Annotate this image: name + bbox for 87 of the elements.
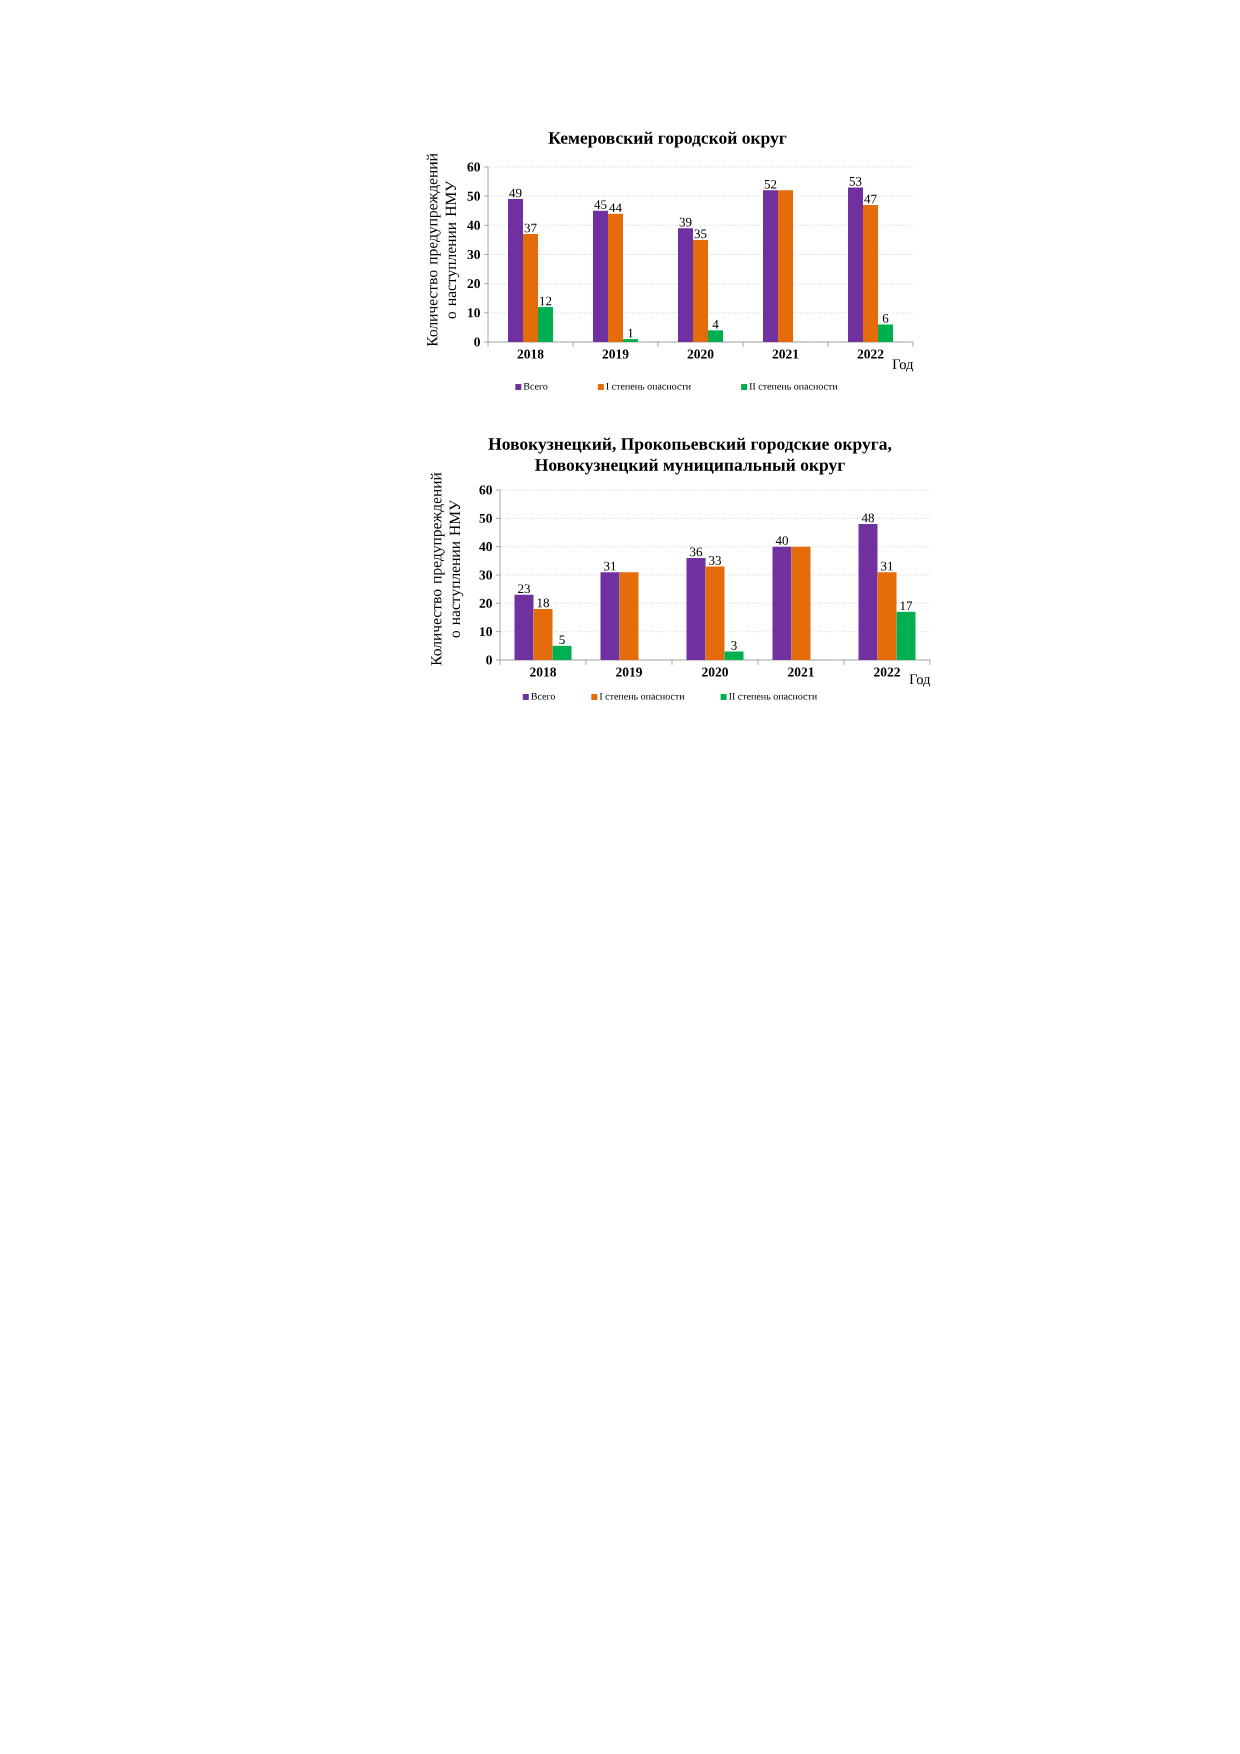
- bar: [763, 190, 778, 342]
- bar: [878, 324, 894, 342]
- y-tick-label: 30: [467, 249, 480, 260]
- bar: [623, 339, 638, 342]
- bar: [608, 213, 624, 342]
- legend-label: Всего: [531, 692, 555, 700]
- bar: [848, 187, 863, 342]
- data-label: 45: [594, 200, 607, 210]
- bar: [772, 546, 792, 660]
- data-label: 40: [775, 536, 789, 545]
- chart-title: Новокузнецкий, Прокопьевский городские округа, Новокузнецкий муниципальный округ: [488, 437, 892, 475]
- data-label: 4: [712, 320, 719, 329]
- bar: [693, 239, 708, 342]
- bar: [877, 572, 897, 660]
- data-label: 44: [609, 203, 622, 212]
- y-tick-label: 0: [486, 655, 492, 665]
- y-tick-label: 20: [479, 598, 492, 608]
- legend-label: I степень опасности: [606, 382, 691, 390]
- x-axis-title: Год: [892, 359, 914, 372]
- y-tick-label: 10: [480, 627, 492, 637]
- data-label: 53: [849, 176, 862, 186]
- y-tick-label: 50: [467, 191, 480, 201]
- bar: [593, 210, 608, 342]
- bar: [538, 306, 554, 342]
- bar: [533, 608, 553, 660]
- y-axis-title: Количество предупреждений о наступлении НМУ: [430, 472, 464, 666]
- x-tick-label: 2018: [517, 349, 544, 359]
- y-tick-label: 60: [467, 162, 480, 172]
- data-label: 18: [537, 598, 550, 608]
- x-tick-label: 2021: [772, 349, 799, 359]
- data-label: 31: [881, 561, 893, 571]
- data-label: 3: [731, 641, 737, 650]
- y-tick-label: 10: [468, 308, 480, 318]
- data-label: 1: [628, 328, 633, 338]
- bar: [858, 523, 878, 660]
- bar: [896, 611, 916, 660]
- y-tick-label: 40: [479, 542, 492, 552]
- chart-title: Кемеровский городской округ: [548, 131, 787, 148]
- data-label: 31: [604, 561, 616, 571]
- legend-label: Всего: [523, 382, 548, 390]
- x-tick-label: 2022: [857, 349, 884, 359]
- data-label: 17: [900, 601, 913, 611]
- bar: [552, 645, 572, 660]
- x-tick-label: 2022: [874, 667, 900, 677]
- data-label: 5: [559, 635, 565, 645]
- y-tick-label: 40: [467, 220, 480, 230]
- legend-label: II степень опасности: [728, 692, 817, 700]
- bar: [686, 557, 706, 660]
- bar: [708, 330, 723, 342]
- y-tick-label: 0: [474, 337, 480, 347]
- bar: [863, 204, 878, 342]
- bar: [678, 228, 694, 342]
- bar: [619, 572, 639, 660]
- x-tick-label: 2019: [616, 667, 643, 677]
- data-label: 37: [524, 223, 537, 233]
- y-tick-label: 20: [467, 279, 480, 289]
- bar: [514, 594, 534, 660]
- bar: [791, 546, 811, 660]
- data-label: 36: [690, 547, 703, 557]
- data-label: 49: [509, 188, 522, 198]
- data-label: 47: [864, 194, 877, 204]
- data-label: 23: [518, 584, 530, 594]
- y-axis-title: Количество предупреждений о наступлении НМУ: [426, 153, 460, 347]
- x-tick-label: 2020: [702, 667, 728, 677]
- data-label: 35: [694, 229, 707, 239]
- data-label: 12: [540, 296, 552, 306]
- legend-label: I степень опасности: [599, 692, 685, 700]
- x-tick-label: 2021: [788, 667, 814, 677]
- data-label: 52: [764, 179, 777, 189]
- data-label: 33: [709, 556, 721, 565]
- bar: [778, 190, 793, 342]
- bar: [705, 566, 725, 660]
- x-tick-label: 2020: [687, 349, 714, 359]
- data-label: 39: [679, 217, 692, 227]
- x-tick-label: 2019: [602, 349, 629, 359]
- data-label: 6: [882, 314, 889, 323]
- bar: [508, 199, 523, 342]
- y-tick-label: 60: [479, 485, 492, 495]
- data-label: 48: [861, 513, 875, 523]
- x-tick-label: 2018: [530, 667, 557, 677]
- y-tick-label: 50: [479, 513, 492, 523]
- bar: [600, 572, 620, 660]
- legend-label: II степень опасности: [749, 382, 838, 390]
- bar: [724, 651, 744, 660]
- y-tick-label: 30: [479, 570, 492, 580]
- x-axis-title: Год: [909, 674, 931, 687]
- bar: [523, 234, 538, 342]
